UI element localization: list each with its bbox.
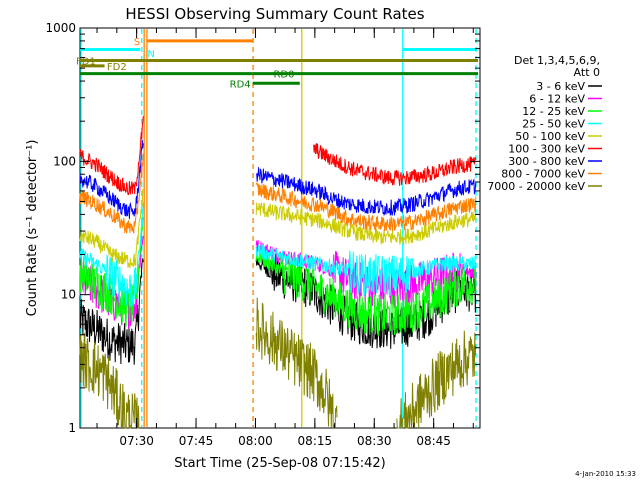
series-line [79, 333, 140, 429]
y-tick-label: 1 [68, 421, 76, 435]
series-line [396, 330, 477, 429]
y-tick-label: 10 [61, 288, 76, 302]
annotation-label: FD2 [107, 62, 127, 73]
series-line [79, 116, 144, 196]
y-tick-label: 100 [53, 154, 76, 168]
series-line [255, 297, 338, 429]
x-tick-label: 08:45 [416, 434, 451, 448]
legend-entry-label: 800 - 7000 keV [501, 168, 585, 181]
legend-entry-label: 25 - 50 keV [522, 118, 585, 131]
series-line [255, 253, 477, 349]
plot-frame [79, 27, 481, 429]
series-line [255, 167, 477, 217]
axis-layer: 1 10 100 1000 07:30 07:45 08:00 08:15 08:30 08:45 [45, 21, 480, 448]
legend-entry-label: 300 - 800 keV [508, 155, 585, 168]
series-line [255, 249, 477, 336]
series-layer [79, 116, 477, 429]
x-tick-label: 07:30 [119, 434, 154, 448]
chart-title: HESSI Observing Summary Count Rates [125, 5, 424, 23]
series-line [255, 202, 477, 246]
series-line [79, 140, 144, 220]
series-line [79, 153, 144, 234]
x-tick-label: 08:30 [357, 434, 392, 448]
series-line [79, 258, 144, 365]
legend-entry-label: 12 - 25 keV [522, 105, 585, 118]
legend-entry-label: 50 - 100 keV [515, 130, 585, 143]
series-line [255, 182, 477, 232]
legend-header: Det 1,3,4,5,6,9, [514, 54, 600, 67]
y-axis-label: Count Rate (s⁻¹ detector⁻¹) [25, 140, 40, 317]
legend-entry-label: 3 - 6 keV [536, 80, 585, 93]
y-tick-label: 1000 [45, 21, 76, 35]
legend-entry-label: 100 - 300 keV [508, 143, 585, 156]
legend-entry-label: 7000 - 20000 keV [487, 180, 585, 193]
annotation-label: S [134, 37, 140, 48]
x-axis-label: Start Time (25-Sep-08 07:15:42) [174, 456, 385, 471]
annotation-label: FD1 [76, 57, 96, 68]
x-tick-label: 07:45 [179, 434, 214, 448]
series-line [79, 188, 144, 269]
annotation-layer: SN FD1 FD2 RD0 RD4 [76, 29, 479, 427]
legend-header: Att 0 [574, 66, 600, 79]
x-tick-label: 08:00 [238, 434, 273, 448]
footer-timestamp: 4-Jan-2010 15:33 [575, 470, 636, 478]
series-line [313, 143, 477, 186]
x-tick-label: 08:15 [298, 434, 333, 448]
annotation-label: RD4 [230, 79, 251, 90]
annotation-label: N [147, 49, 154, 60]
series-line [79, 217, 144, 327]
annotation-label: RD0 [273, 70, 294, 81]
series-line [255, 243, 477, 297]
legend-entry-label: 6 - 12 keV [529, 93, 585, 106]
